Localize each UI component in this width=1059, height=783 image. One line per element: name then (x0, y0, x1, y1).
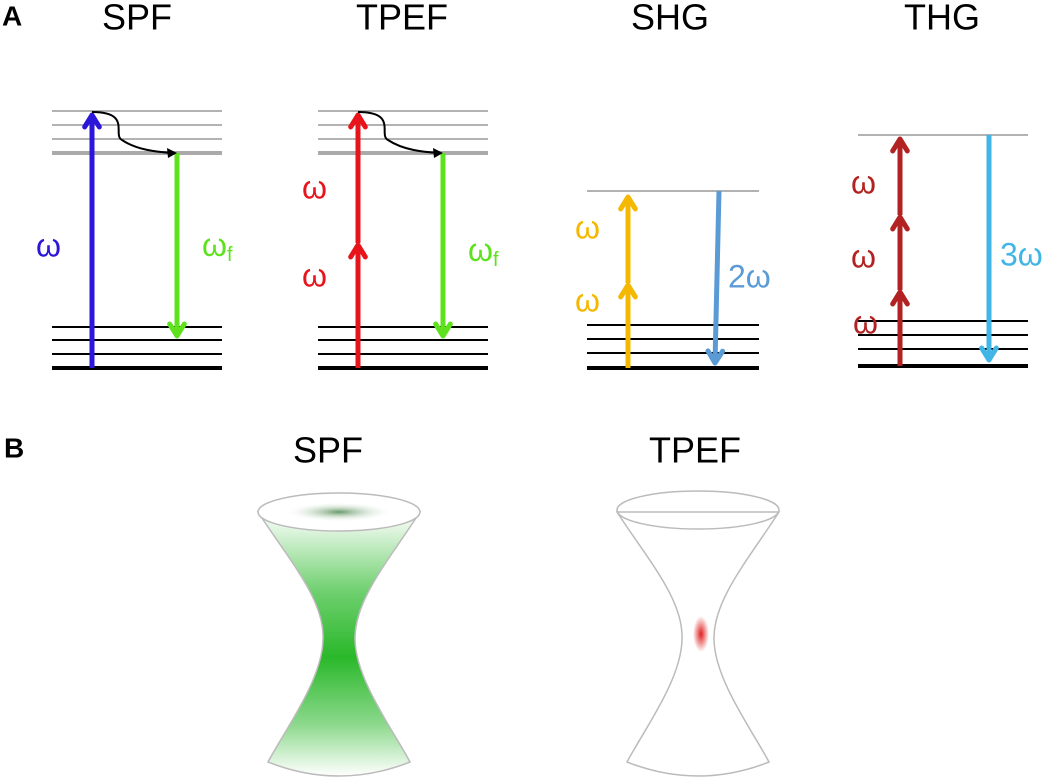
transition-label: ωf (202, 227, 233, 266)
arrow-head (167, 321, 187, 339)
label-subscript: f (227, 244, 233, 266)
arrow-head (618, 194, 638, 212)
arrow-head (705, 348, 726, 366)
transition-label: ω (853, 304, 878, 340)
arrow-head (82, 112, 102, 130)
transition-label: ω (36, 227, 61, 263)
label-text: ω (202, 227, 227, 263)
panel-label: A (2, 0, 22, 31)
relaxation-arrowhead (167, 148, 177, 158)
relaxation-arrow (357, 111, 440, 154)
beam-focus (256, 511, 422, 777)
arrow-head (348, 242, 368, 260)
arrow-head (890, 289, 910, 307)
transition-label: ω (851, 164, 876, 200)
transition-label: ω (851, 238, 876, 274)
transition-label: ωf (468, 232, 499, 271)
fluorescence-spot (693, 616, 709, 652)
label-text: ω (468, 232, 493, 268)
arrow-head (890, 214, 910, 232)
panel-label: B (4, 432, 24, 463)
arrow-head (890, 136, 910, 154)
beam-aperture (616, 490, 780, 530)
transition-label: ω (302, 257, 327, 293)
relaxation-arrowhead (433, 148, 443, 158)
beam-focus (615, 511, 781, 777)
diagram-title: TPEF (356, 0, 448, 38)
diagram-title: THG (904, 0, 980, 38)
diagram-title: SHG (631, 0, 709, 38)
arrow-head (348, 112, 368, 130)
arrow-shaft (712, 190, 722, 364)
diagram-layout (52, 110, 1028, 777)
transition-label: 3ω (1000, 236, 1043, 272)
transition-label: 2ω (728, 258, 771, 294)
diagram-title: TPEF (649, 430, 741, 471)
arrow-head (979, 345, 999, 363)
transition-label: ω (302, 169, 327, 205)
label-subscript: f (493, 249, 499, 271)
fluorescence-glow (284, 502, 394, 522)
arrow-head (433, 321, 453, 339)
transition-label: ω (575, 209, 600, 245)
diagram-title: SPF (102, 0, 172, 38)
arrow-head (618, 282, 638, 300)
diagram-title: SPF (293, 430, 363, 471)
transition-label: ω (575, 282, 600, 318)
relaxation-arrow (91, 111, 174, 154)
